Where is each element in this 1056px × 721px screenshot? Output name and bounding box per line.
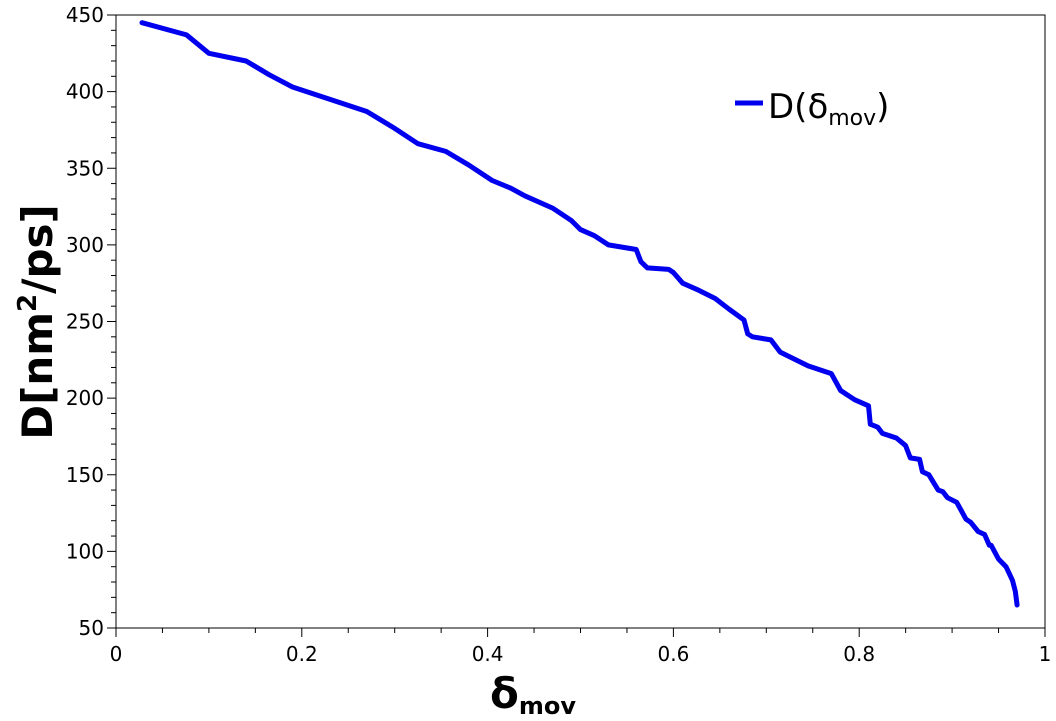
y-tick-label: 250 [66,310,104,334]
y-tick-label: 200 [66,386,104,410]
y-tick-label: 450 [66,3,104,27]
y-tick-label: 350 [66,156,104,180]
series-line [139,20,1020,608]
x-tick-label: 0.8 [843,642,875,666]
x-tick-label: 1 [1039,642,1052,666]
x-tick-label: 0.2 [286,642,318,666]
y-tick-label: 150 [66,463,104,487]
x-tick-label: 0.6 [657,642,689,666]
y-tick-label: 400 [66,80,104,104]
y-tick-label: 100 [66,539,104,563]
y-axis-title: D[nm2/ps] [13,204,62,439]
legend-label: D(δmov) [768,87,889,131]
x-tick-label: 0.4 [472,642,504,666]
x-axis-title: δmov [490,669,576,720]
y-tick-label: 50 [79,616,104,640]
axis-ticks [107,14,1046,637]
plot-area [115,14,1046,629]
legend: D(δmov) [735,87,889,131]
x-tick-label: 0 [110,642,123,666]
y-tick-label: 300 [66,233,104,257]
